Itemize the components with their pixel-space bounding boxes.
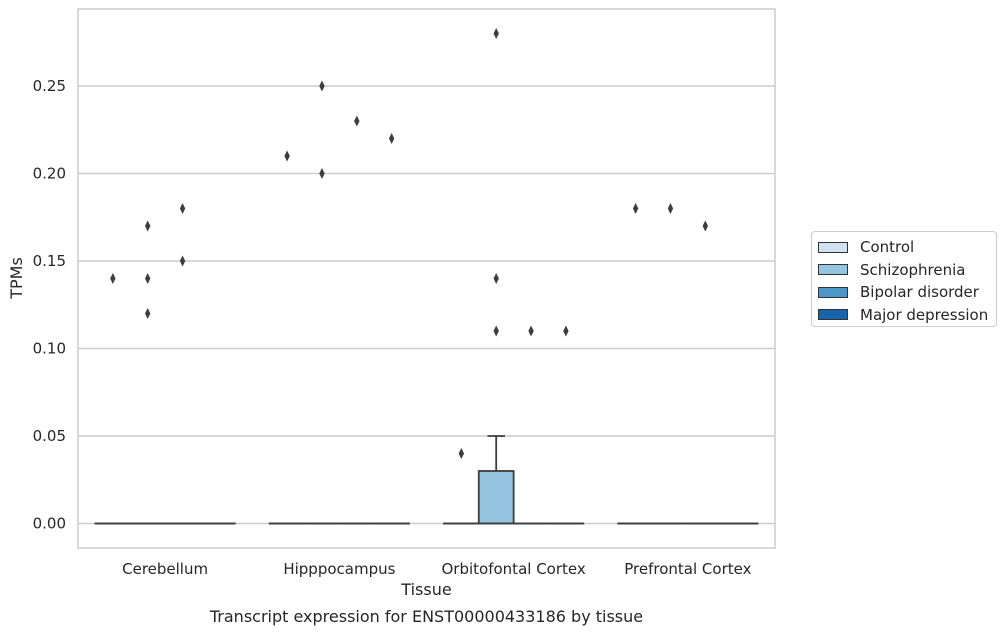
- legend-item-control: Control: [818, 236, 996, 259]
- box-body: [477, 470, 515, 525]
- x-tick-label: Cerebellum: [122, 560, 208, 578]
- y-tick-label: 0.10: [33, 340, 66, 358]
- box-schizophrenia: [477, 435, 515, 525]
- legend-label-major-depression: Major depression: [860, 305, 989, 324]
- plot-frame: [77, 8, 776, 549]
- outlier-point: [528, 325, 534, 337]
- x-tick-labels: Cerebellum Hipppocampus Orbitofontal Corte…: [122, 560, 751, 578]
- outlier-point: [284, 150, 290, 162]
- outlier-point: [319, 168, 325, 179]
- x-tick-label: Orbitofontal Cortex: [442, 560, 586, 578]
- outlier-points: [110, 28, 708, 459]
- grid-lines: [78, 85, 775, 525]
- legend-label-control: Control: [860, 238, 915, 257]
- outlier-point: [319, 80, 325, 92]
- outlier-point: [179, 203, 186, 214]
- legend-swatch-major-depression: [818, 309, 848, 321]
- outlier-point: [388, 133, 395, 144]
- outlier-point: [458, 448, 465, 459]
- y-tick-label: 0.05: [33, 427, 66, 445]
- legend-item-major-depression: Major depression: [818, 304, 996, 327]
- y-tick-label: 0.00: [33, 515, 66, 533]
- x-tick-label: Hipppocampus: [283, 560, 395, 578]
- outlier-point: [354, 115, 360, 127]
- box-series: [94, 435, 759, 525]
- outlier-point: [493, 28, 499, 39]
- outlier-point: [493, 325, 499, 337]
- outlier-point: [563, 325, 569, 337]
- legend-swatch-bipolar-disorder: [818, 286, 848, 298]
- legend-swatch-control: [818, 241, 848, 253]
- y-tick-label: 0.25: [33, 77, 66, 95]
- outlier-point: [702, 220, 708, 232]
- legend-item-schizophrenia: Schizophrenia: [818, 259, 996, 282]
- y-tick-labels: 0.00 0.05 0.10 0.15 0.20 0.25: [33, 77, 66, 533]
- y-tick-label: 0.20: [33, 165, 66, 183]
- legend-item-bipolar-disorder: Bipolar disorder: [818, 281, 996, 304]
- y-tick-label: 0.15: [33, 252, 66, 270]
- outlier-point: [145, 220, 151, 232]
- x-axis-label: Tissue: [400, 580, 451, 599]
- legend-swatch-schizophrenia: [818, 264, 848, 276]
- outlier-point: [145, 308, 151, 319]
- chart-caption: Transcript expression for ENST0000043318…: [209, 607, 643, 626]
- outlier-point: [493, 273, 499, 284]
- outlier-point: [632, 203, 639, 214]
- legend-label-bipolar-disorder: Bipolar disorder: [860, 283, 979, 302]
- outlier-point: [110, 273, 116, 284]
- y-axis-label: TPMs: [7, 257, 26, 300]
- outlier-point: [667, 203, 674, 214]
- outlier-point: [145, 273, 151, 284]
- legend-label-schizophrenia: Schizophrenia: [860, 260, 966, 279]
- x-tick-label: Prefrontal Cortex: [624, 560, 751, 578]
- outlier-point: [179, 255, 186, 267]
- legend: Control Schizophrenia Bipolar disorder M…: [811, 231, 997, 327]
